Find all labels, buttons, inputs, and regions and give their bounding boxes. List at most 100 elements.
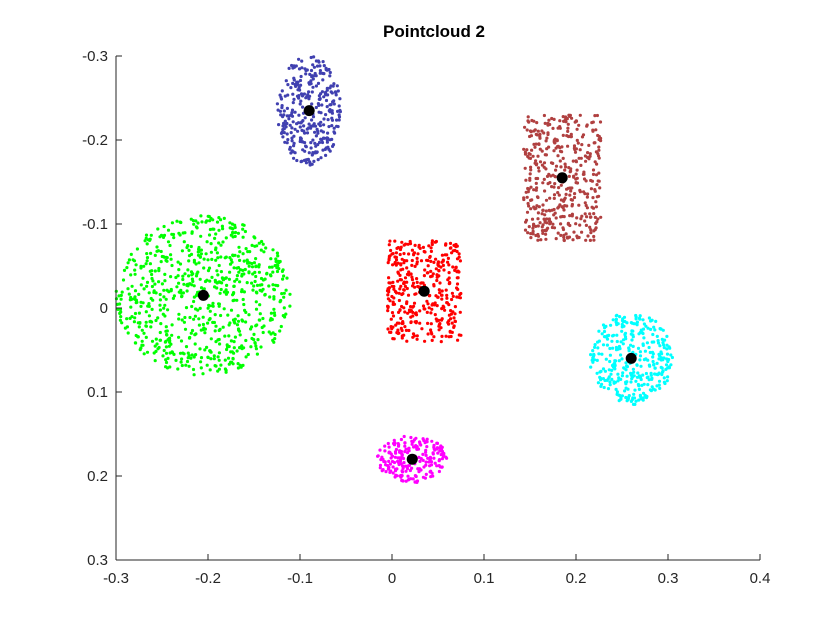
data-point [586,192,590,196]
data-point [192,373,196,377]
data-point [445,293,449,297]
data-point [276,254,280,258]
data-point [294,84,298,88]
data-point [429,259,433,263]
y-tick-label: -0.3 [82,48,108,65]
data-point [430,471,434,475]
data-point [230,222,234,226]
data-point [383,444,387,448]
data-point [387,256,391,260]
data-point [658,386,662,390]
data-point [615,392,619,396]
data-point [175,219,179,223]
data-point [430,338,434,342]
data-point [405,259,409,263]
data-point [232,340,236,344]
data-point [402,461,406,465]
data-point [642,358,647,362]
data-point [197,323,201,327]
data-point [335,84,339,88]
data-point [415,280,419,284]
data-point [391,465,395,469]
data-point [526,201,530,206]
data-point [232,284,236,288]
data-point [138,348,142,352]
data-point [391,300,395,304]
data-point [595,113,600,118]
data-point [655,361,659,365]
data-point [415,445,419,449]
data-point [310,102,314,106]
data-point [147,302,151,306]
data-point [410,248,414,252]
data-point [263,277,267,281]
data-point [535,204,539,208]
data-point [263,293,267,297]
data-point [531,226,535,230]
data-point [321,148,325,152]
data-point [396,279,400,283]
data-point [574,172,578,176]
data-point [274,283,278,287]
y-tick-label: 0.2 [87,468,108,485]
data-point [534,142,538,146]
data-point [208,219,212,223]
data-point [410,258,414,263]
data-point [336,125,340,129]
data-point [430,332,434,336]
data-point [600,382,604,386]
data-point [127,258,131,262]
data-point [307,122,311,126]
data-point [205,363,209,367]
data-point [238,250,242,254]
data-point [428,455,432,459]
data-point [589,187,594,191]
data-point [180,295,184,299]
data-point [310,90,314,94]
data-point [595,371,599,375]
data-point [586,234,590,238]
data-point [187,248,191,252]
data-point [591,349,595,353]
data-point [281,115,285,119]
data-point [528,134,532,139]
data-point [289,86,293,90]
data-point [647,316,652,320]
data-point [170,350,174,354]
data-point [297,57,301,61]
data-point [596,152,600,156]
data-point [219,287,223,292]
data-point [419,259,424,263]
data-point [435,441,440,445]
data-point [285,132,289,136]
cluster-4 [385,239,463,344]
data-point [189,331,193,335]
data-point [391,280,395,284]
data-point [179,291,183,295]
data-point [161,354,165,358]
data-point [608,353,613,357]
data-point [184,345,189,349]
data-point [386,327,390,331]
data-point [631,402,636,406]
data-point [242,346,246,350]
data-point [538,221,542,225]
data-point [627,349,631,353]
data-point [298,136,303,140]
data-point [160,282,164,286]
data-point [583,212,587,216]
data-point [559,215,563,219]
data-point [537,205,541,209]
data-point [429,311,433,315]
data-point [665,347,669,351]
data-point [439,326,443,330]
data-point [597,145,601,149]
x-tick-label: 0.2 [566,570,587,587]
data-point [546,226,550,230]
data-point [641,391,646,395]
data-point [588,152,592,156]
cluster-5 [589,313,675,406]
data-point [174,275,178,280]
data-point [255,352,259,356]
data-point [438,449,442,453]
